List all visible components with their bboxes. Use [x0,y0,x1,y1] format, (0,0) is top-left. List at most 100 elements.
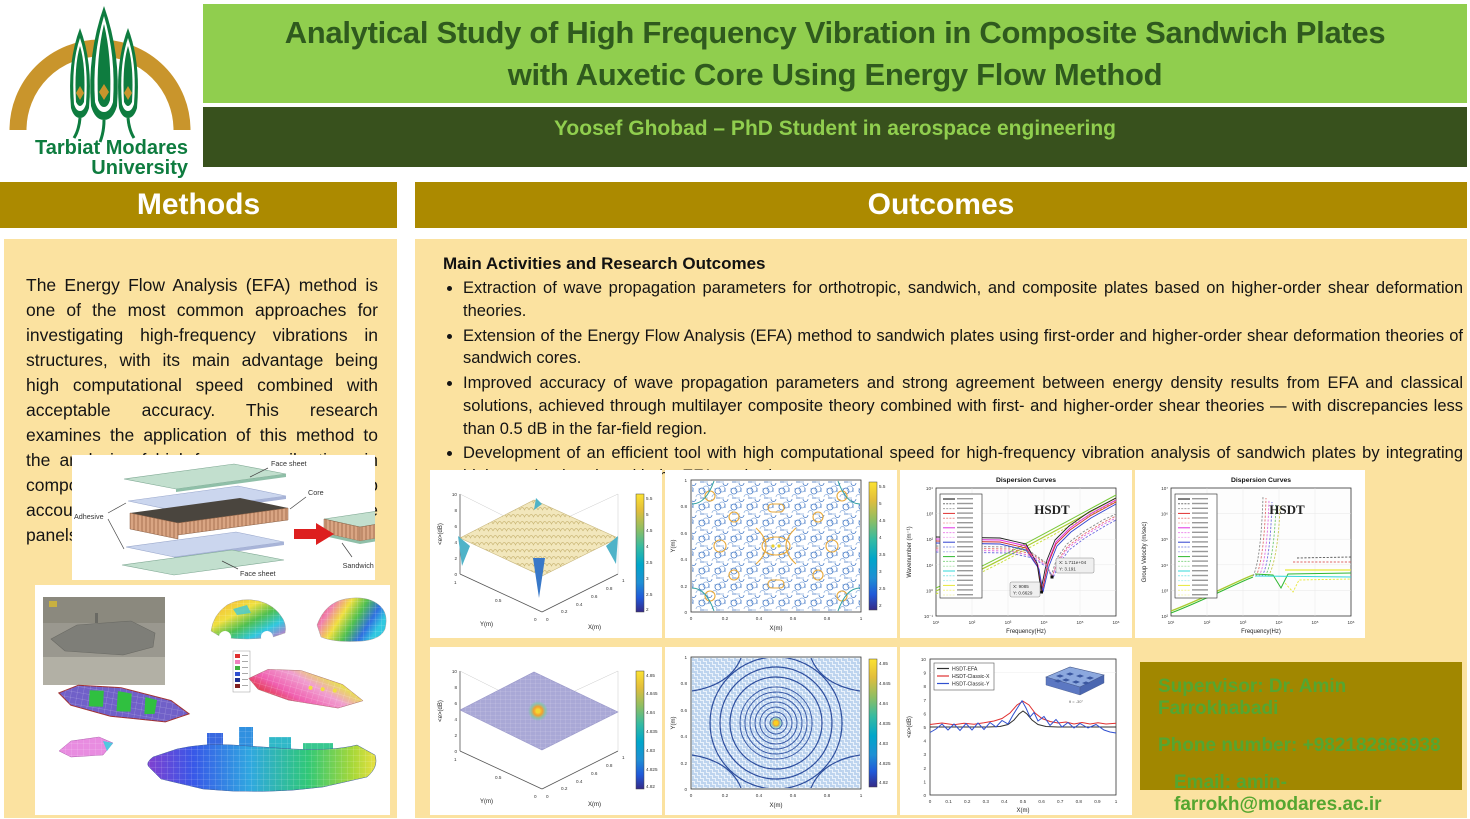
sandwich-panel-diagram: Face sheet Core Adhesive Face sheet Sand… [72,455,375,580]
plot-efa-vs-classic: HSDT-EFA HSDT-Classic-X HSDT-Classic-Y θ… [900,647,1132,815]
axes-3d [459,494,619,613]
auxetic-plate-inset: θ = -30° [1045,666,1105,704]
methods-section-header: Methods [0,182,397,228]
tick: 0.2 [681,584,688,589]
hull-fem-model [248,669,364,709]
poster-title-line1: Analytical Study of High Frequency Vibra… [284,14,1386,50]
series-hsdt-classic-y [929,699,1117,734]
hsdt-annotation: HSDT [1034,502,1070,517]
svg-text:X: 9085: X: 9085 [1013,584,1029,589]
tick: 0.4 [681,734,688,739]
tick: 4.83 [646,748,655,753]
adhesive-label: Adhesive [74,512,104,521]
contour-rings [692,658,860,788]
tick: 10² [1161,614,1168,619]
plot-title: Dispersion Curves [1231,477,1291,484]
x-axis-ticks: 0 0.2 0.4 0.6 0.8 1 [690,616,863,621]
tick: 2.5 [646,592,653,597]
tick: 10² [1204,620,1211,625]
corner-dip-left [458,536,470,566]
tick: 0.5 [495,775,502,780]
group-velocity-curves [1170,495,1352,614]
y-axis-label: Y(m) [480,799,493,805]
tick: 1 [454,757,457,762]
x-axis-ticks: 0 0.2 0.4 0.6 0.8 1 [690,793,863,798]
y-axis-label: <e>(dB) [907,716,913,738]
tick: 0.9 [1094,799,1101,804]
outcome-bullet-1: Extraction of wave propagation parameter… [463,277,1463,323]
tick: 5 [923,725,926,730]
tick: 4.825 [646,767,658,772]
tick: 0.8 [1076,799,1083,804]
datatip-2: X: 1.711e+04 Y: 3.191 [1055,557,1095,574]
colorbar: 5.5 5 4.5 4 3.5 3 2.5 2 [868,481,886,611]
tick: 10⁻¹ [924,614,934,619]
tick: 6 [454,701,457,706]
tick: 8 [923,684,926,689]
tick: 10¹ [1168,620,1175,625]
tick: 0.1 [945,799,952,804]
legend [1174,493,1218,599]
tick: 10 [452,492,458,497]
tick: 8 [454,685,457,690]
logo-text-line1: Tarbiat Modares [35,137,188,159]
tick: 4 [454,540,457,545]
tick: 5.5 [879,484,886,489]
tick: 4.825 [879,761,891,766]
tick: 1 [684,478,687,483]
tick: 2.5 [879,586,886,591]
plot-energy-surface: 0 2 4 6 8 10 0 0.2 0.4 0.6 0.8 1 0 0.5 1… [430,470,662,638]
tick: 3.5 [646,560,653,565]
y-axis-ticks: 10⁷ 10⁶ 10⁵ 10⁴ 10³ 10² [1161,486,1169,619]
y-axis-label: Y(m) [671,540,677,553]
plot-flat-surface: 0 2 4 6 8 10 0 0.2 0.4 0.6 0.8 1 0 0.5 1… [430,647,662,815]
center-dip [533,558,545,598]
legend-entry: HSDT-EFA [952,667,978,673]
author-banner: Yoosef Ghobad – PhD Student in aerospace… [203,107,1467,167]
tick: 0.6 [681,531,688,536]
logo-cypress-trees [70,6,138,143]
outcomes-heading: Main Activities and Research Outcomes [443,254,766,273]
x-axis-ticks: 0 0.1 0.2 0.3 0.4 0.5 0.6 0.7 0.8 0.9 1 [929,799,1118,804]
tick: 0.6 [790,793,797,798]
large-ship-fem-model [147,727,377,792]
y-axis-label: Group Velocity (m/sec) [1142,522,1148,583]
tick: 0.2 [722,793,729,798]
tick: 0.2 [722,616,729,621]
y-axis-ticks: 0 0.5 1 [454,580,537,622]
tick: 0.4 [756,793,763,798]
tick: 0.4 [576,779,583,784]
tick: 10¹ [926,563,933,568]
tick: 0 [454,749,457,754]
contour-high-levels [704,490,848,602]
outcome-bullet-3: Improved accuracy of wave propagation pa… [463,372,1463,440]
tick: 10⁶ [1161,512,1168,517]
tick: 0 [929,799,932,804]
y-axis-ticks: 0 0.2 0.4 0.6 0.8 1 [681,478,688,615]
exploded-layers [121,463,289,576]
tick: 4.85 [879,661,888,666]
plot-dispersion-group-velocity: Dispersion Curves HSDT 10⁷ 10⁶ 10⁵ 10⁴ 1… [1135,470,1365,638]
logo-text-line2: University [91,157,189,178]
tick: 0 [454,572,457,577]
tick: 0.2 [964,799,971,804]
x-axis-label: X(m) [770,626,783,632]
fem-models-collage [35,585,390,815]
tick: 10⁵ [1076,620,1083,625]
tick: 1 [622,755,625,760]
tick: 0.2 [561,609,568,614]
x-axis-label: Frequency(Hz) [1006,629,1046,635]
z-axis-ticks: 0 2 4 6 8 10 [452,492,458,577]
tick: 1 [454,580,457,585]
tick: 10⁶ [1347,620,1354,625]
tick: 10⁵ [1161,537,1168,542]
svg-text:Y: 3.191: Y: 3.191 [1059,567,1076,572]
outcome-bullet-2: Extension of the Energy Flow Analysis (E… [463,325,1463,371]
red-arrow-icon [294,523,334,545]
tick: 10³ [1240,620,1247,625]
tick: 10⁴ [1040,620,1047,625]
tick: 10⁶ [1112,620,1119,625]
tick: 0 [534,617,537,622]
contour-corner-arcs [691,480,861,612]
face-sheet-bottom-label: Face sheet [240,569,276,578]
